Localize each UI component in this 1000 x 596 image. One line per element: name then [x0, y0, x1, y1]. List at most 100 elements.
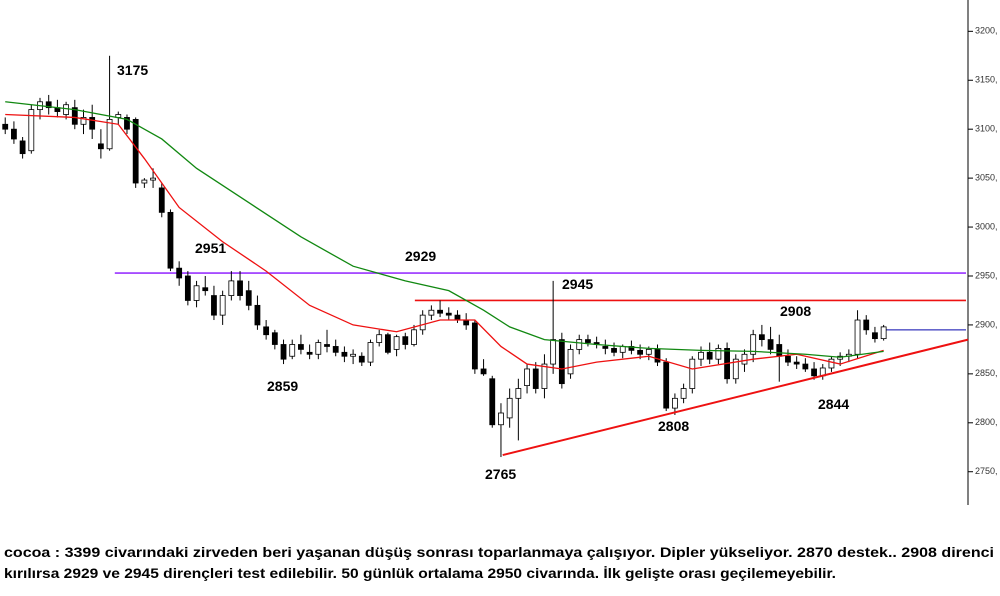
candle-body — [445, 312, 452, 316]
candle-body — [576, 339, 583, 350]
candle-body — [611, 348, 617, 353]
candle-body — [619, 346, 626, 353]
candle-body — [306, 351, 313, 355]
caption-line: kırılırsa 2929 ve 2945 dirençleri test e… — [4, 565, 836, 581]
candle-body — [802, 363, 809, 370]
candle-body — [158, 187, 165, 213]
candle-body — [567, 348, 574, 375]
candle-body — [237, 280, 243, 296]
candle-body — [776, 344, 783, 357]
candle-body — [785, 355, 791, 363]
candle-body — [219, 295, 226, 316]
annotation: 2951 — [195, 240, 226, 256]
candle-body — [585, 339, 591, 343]
candle-body — [706, 351, 713, 360]
candle-body — [498, 412, 504, 426]
candle-body — [263, 326, 270, 336]
y-tick-label: 3100, — [975, 124, 998, 134]
candle-body — [550, 339, 557, 365]
y-tick-label: 3150, — [975, 75, 998, 85]
candle-body — [558, 339, 565, 385]
candle-body — [176, 267, 183, 279]
candle-body — [384, 334, 391, 353]
candle-body — [393, 336, 400, 350]
candle-body — [793, 361, 800, 365]
candle-body — [245, 290, 252, 306]
candle-body — [89, 117, 96, 130]
candle-body — [106, 118, 113, 150]
y-tick-label: 2950, — [975, 270, 998, 280]
trend-line — [502, 338, 969, 457]
candle-body — [515, 388, 522, 399]
candle-body — [489, 378, 496, 426]
candle-body — [680, 388, 687, 399]
candle-body — [315, 342, 322, 355]
caption-line: cocoa : 3399 civarındaki zirveden beri y… — [4, 544, 994, 560]
candle-body — [150, 177, 156, 181]
candle-body — [45, 101, 52, 109]
annotation: 2859 — [267, 378, 298, 394]
candle-body — [124, 117, 130, 130]
candle-body — [532, 368, 539, 389]
y-tick-label: 2800, — [975, 417, 998, 427]
candle-body — [828, 358, 835, 369]
candle-body — [271, 332, 278, 345]
candle-body — [732, 358, 739, 380]
candle-body — [637, 349, 644, 355]
candle-body — [341, 351, 348, 357]
candle-body — [471, 322, 478, 370]
y-tick-label: 3050, — [975, 172, 998, 182]
candle-body — [741, 353, 748, 365]
candle-body — [872, 332, 878, 340]
moving-average-line — [5, 101, 884, 358]
candle-body — [71, 107, 78, 125]
annotation: 2808 — [658, 418, 689, 434]
candle-body — [663, 361, 670, 409]
candle-body — [454, 314, 461, 321]
moving-average-line — [5, 113, 884, 370]
candle-body — [202, 287, 209, 292]
candle-body — [63, 104, 69, 115]
candle-body — [97, 143, 104, 150]
y-tick-label: 3200, — [975, 26, 998, 36]
candle-body — [715, 348, 722, 360]
candle-body — [863, 319, 870, 331]
candle-body — [367, 342, 374, 363]
candle-body — [811, 368, 817, 377]
candle-body — [11, 128, 17, 140]
candle-body — [689, 358, 696, 389]
annotation: 3175 — [117, 62, 148, 78]
candle-body — [402, 336, 409, 345]
candle-body — [358, 355, 365, 363]
annotation: 2844 — [818, 396, 849, 412]
annotation: 2908 — [780, 303, 811, 319]
candle-body — [141, 179, 148, 184]
annotation: 2945 — [562, 276, 593, 292]
y-tick-label: 2850, — [975, 368, 998, 378]
candle-body — [28, 109, 35, 152]
candle-body — [524, 368, 530, 387]
candle-body — [2, 123, 9, 130]
candle-body — [228, 280, 235, 296]
y-tick-label: 2900, — [975, 319, 998, 329]
candle-body — [758, 334, 765, 341]
candle-body — [332, 346, 339, 353]
candle-body — [211, 295, 217, 316]
candle-body — [645, 348, 652, 355]
annotation: 2765 — [485, 466, 516, 482]
candle-body — [628, 346, 635, 351]
candle-body — [767, 339, 774, 350]
candle-body — [184, 275, 191, 301]
y-tick-label: 3000, — [975, 221, 998, 231]
candle-body — [437, 309, 443, 314]
annotation: 2929 — [405, 248, 436, 264]
candle-body — [506, 397, 513, 419]
candle-body — [289, 344, 296, 357]
candle-body — [19, 140, 26, 155]
candle-body — [350, 353, 357, 357]
candle-body — [541, 363, 548, 389]
candle-body — [376, 334, 383, 343]
candle-body — [254, 304, 261, 326]
candle-body — [411, 329, 417, 345]
candle-body — [324, 344, 330, 347]
